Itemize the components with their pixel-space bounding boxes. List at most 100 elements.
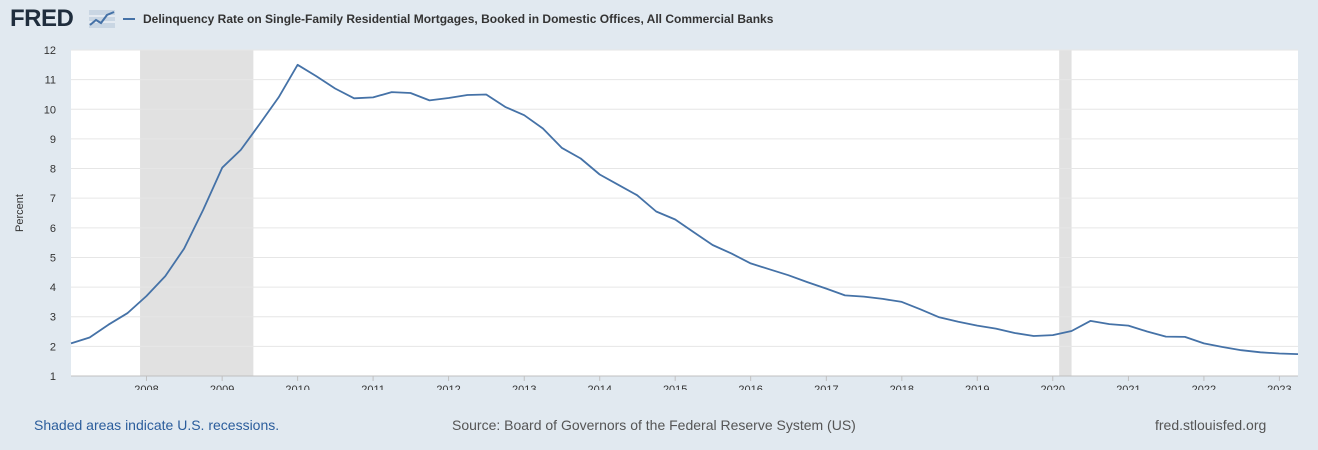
data-point[interactable] bbox=[484, 92, 488, 96]
data-point[interactable] bbox=[1239, 348, 1243, 352]
chart-line-icon bbox=[89, 10, 115, 28]
recession-band-1 bbox=[140, 50, 254, 376]
y-tick-label: 1 bbox=[50, 371, 56, 383]
data-point[interactable] bbox=[447, 96, 451, 100]
data-point[interactable] bbox=[314, 74, 318, 78]
data-point[interactable] bbox=[352, 96, 356, 100]
data-point[interactable] bbox=[125, 311, 129, 315]
legend-series-label: Delinquency Rate on Single-Family Reside… bbox=[143, 12, 774, 26]
site-url[interactable]: fred.stlouisfed.org bbox=[1155, 417, 1267, 433]
data-point[interactable] bbox=[163, 274, 167, 278]
data-point[interactable] bbox=[390, 90, 394, 94]
recession-note-link[interactable]: Shaded areas indicate U.S. recessions. bbox=[34, 417, 280, 433]
data-point[interactable] bbox=[673, 218, 677, 222]
data-point[interactable] bbox=[371, 95, 375, 99]
data-point[interactable] bbox=[69, 341, 73, 345]
x-tick-label: 2023 bbox=[1267, 384, 1291, 390]
data-point[interactable] bbox=[1107, 322, 1111, 326]
x-tick-label: 2009 bbox=[210, 384, 234, 390]
data-point[interactable] bbox=[1032, 334, 1036, 338]
data-point[interactable] bbox=[786, 273, 790, 277]
y-tick-label: 5 bbox=[50, 252, 56, 264]
data-point[interactable] bbox=[956, 320, 960, 324]
x-tick-label: 2015 bbox=[663, 384, 687, 390]
data-point[interactable] bbox=[711, 243, 715, 247]
data-point[interactable] bbox=[975, 324, 979, 328]
x-tick-label: 2013 bbox=[512, 384, 536, 390]
data-point[interactable] bbox=[106, 323, 110, 327]
data-point[interactable] bbox=[1221, 345, 1225, 349]
data-point[interactable] bbox=[1051, 333, 1055, 337]
data-point[interactable] bbox=[900, 300, 904, 304]
y-tick-label: 9 bbox=[50, 134, 56, 146]
legend-swatch bbox=[123, 18, 135, 20]
data-point[interactable] bbox=[937, 315, 941, 319]
data-point[interactable] bbox=[635, 193, 639, 197]
data-point[interactable] bbox=[805, 280, 809, 284]
source-text: Source: Board of Governors of the Federa… bbox=[452, 417, 856, 433]
data-point[interactable] bbox=[1258, 350, 1262, 354]
data-point[interactable] bbox=[1277, 351, 1281, 355]
data-point[interactable] bbox=[1296, 352, 1300, 356]
data-point[interactable] bbox=[220, 166, 224, 170]
series-line-1[interactable] bbox=[70, 63, 1299, 355]
x-tick-label: 2018 bbox=[890, 384, 914, 390]
data-point[interactable] bbox=[201, 208, 205, 212]
data-point[interactable] bbox=[409, 91, 413, 95]
data-point[interactable] bbox=[465, 93, 469, 97]
y-tick-label: 4 bbox=[50, 282, 56, 294]
data-point[interactable] bbox=[333, 87, 337, 91]
y-tick-label: 2 bbox=[50, 341, 56, 353]
data-point[interactable] bbox=[144, 294, 148, 298]
data-point[interactable] bbox=[862, 295, 866, 299]
data-point[interactable] bbox=[843, 293, 847, 297]
data-point[interactable] bbox=[541, 127, 545, 131]
x-axis-ticks: 2008 2009 2010 2011 2012 2013 2014 2015 2016 2017… bbox=[71, 375, 1298, 390]
data-point[interactable] bbox=[767, 267, 771, 271]
data-point[interactable] bbox=[730, 252, 734, 256]
x-tick-label: 2020 bbox=[1041, 384, 1065, 390]
data-point[interactable] bbox=[1013, 331, 1017, 335]
data-point[interactable] bbox=[560, 146, 564, 150]
data-point[interactable] bbox=[1070, 329, 1074, 333]
data-point[interactable] bbox=[654, 210, 658, 214]
data-point[interactable] bbox=[1126, 324, 1130, 328]
data-point[interactable] bbox=[1183, 335, 1187, 339]
data-point[interactable] bbox=[296, 63, 300, 67]
x-tick-label: 2019 bbox=[965, 384, 989, 390]
y-axis-label: Percent bbox=[14, 194, 26, 232]
x-tick-label: 2011 bbox=[361, 384, 385, 390]
data-point[interactable] bbox=[182, 247, 186, 251]
data-point[interactable] bbox=[277, 95, 281, 99]
gridlines bbox=[71, 49, 1298, 377]
y-tick-label: 3 bbox=[50, 312, 56, 324]
data-point[interactable] bbox=[881, 297, 885, 301]
chart-legend[interactable]: Delinquency Rate on Single-Family Reside… bbox=[123, 12, 773, 26]
graph-header: FRED Delinquency Rate on Single-Family R… bbox=[0, 0, 1318, 40]
data-point[interactable] bbox=[503, 105, 507, 109]
data-point[interactable] bbox=[598, 172, 602, 176]
data-point[interactable] bbox=[522, 113, 526, 117]
data-point[interactable] bbox=[824, 287, 828, 291]
data-point[interactable] bbox=[239, 148, 243, 152]
data-point[interactable] bbox=[1145, 330, 1149, 334]
data-point[interactable] bbox=[1202, 341, 1206, 345]
data-point[interactable] bbox=[749, 261, 753, 265]
data-point[interactable] bbox=[1088, 319, 1092, 323]
data-point[interactable] bbox=[1164, 335, 1168, 339]
data-point[interactable] bbox=[918, 307, 922, 311]
x-tick-label: 2017 bbox=[814, 384, 838, 390]
y-tick-label: 12 bbox=[44, 45, 56, 57]
data-point[interactable] bbox=[616, 183, 620, 187]
x-tick-label: 2014 bbox=[587, 384, 611, 390]
data-point[interactable] bbox=[88, 335, 92, 339]
fred-logo[interactable]: FRED bbox=[10, 5, 74, 32]
data-point[interactable] bbox=[994, 327, 998, 331]
y-tick-label: 6 bbox=[50, 223, 56, 235]
data-point[interactable] bbox=[579, 156, 583, 160]
data-point[interactable] bbox=[258, 122, 262, 126]
data-point[interactable] bbox=[428, 98, 432, 102]
data-point[interactable] bbox=[692, 230, 696, 234]
